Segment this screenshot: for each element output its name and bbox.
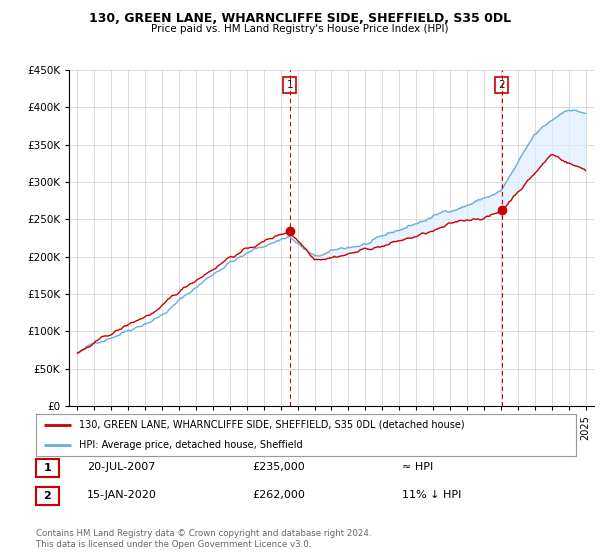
Text: 1: 1 bbox=[44, 463, 51, 473]
Text: HPI: Average price, detached house, Sheffield: HPI: Average price, detached house, Shef… bbox=[79, 440, 303, 450]
Text: £262,000: £262,000 bbox=[252, 490, 305, 500]
Text: 130, GREEN LANE, WHARNCLIFFE SIDE, SHEFFIELD, S35 0DL: 130, GREEN LANE, WHARNCLIFFE SIDE, SHEFF… bbox=[89, 12, 511, 25]
Text: Price paid vs. HM Land Registry's House Price Index (HPI): Price paid vs. HM Land Registry's House … bbox=[151, 24, 449, 34]
Text: Contains HM Land Registry data © Crown copyright and database right 2024.
This d: Contains HM Land Registry data © Crown c… bbox=[36, 529, 371, 549]
Text: 15-JAN-2020: 15-JAN-2020 bbox=[87, 490, 157, 500]
Text: 20-JUL-2007: 20-JUL-2007 bbox=[87, 462, 155, 472]
Text: 2: 2 bbox=[498, 80, 505, 90]
Text: 130, GREEN LANE, WHARNCLIFFE SIDE, SHEFFIELD, S35 0DL (detached house): 130, GREEN LANE, WHARNCLIFFE SIDE, SHEFF… bbox=[79, 420, 465, 430]
Text: ≈ HPI: ≈ HPI bbox=[402, 462, 433, 472]
Text: 2: 2 bbox=[44, 491, 51, 501]
Text: 11% ↓ HPI: 11% ↓ HPI bbox=[402, 490, 461, 500]
Text: £235,000: £235,000 bbox=[252, 462, 305, 472]
Text: 1: 1 bbox=[287, 80, 293, 90]
